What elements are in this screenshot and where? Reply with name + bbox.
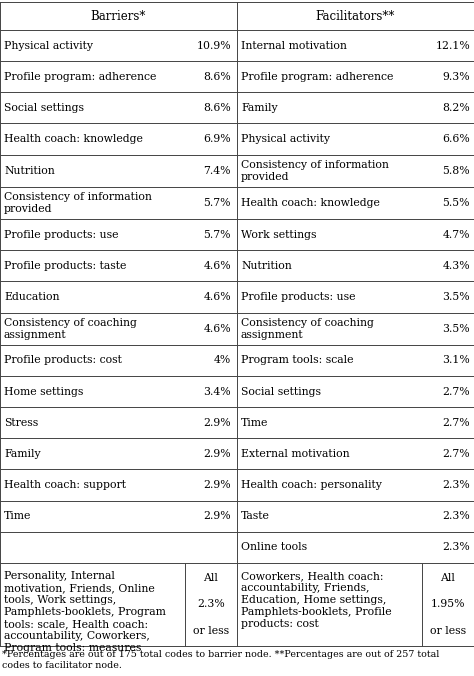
Text: Online tools: Online tools	[241, 542, 307, 552]
Text: 3.5%: 3.5%	[442, 324, 470, 334]
Text: Consistency of coaching
assignment: Consistency of coaching assignment	[241, 318, 374, 340]
Text: Consistency of information
provided: Consistency of information provided	[241, 160, 389, 182]
Text: 6.6%: 6.6%	[442, 134, 470, 144]
Text: Family: Family	[4, 449, 41, 459]
Text: Consistency of coaching
assignment: Consistency of coaching assignment	[4, 318, 137, 340]
Text: Stress: Stress	[4, 418, 38, 428]
Text: Home settings: Home settings	[4, 387, 83, 397]
Text: 2.3%: 2.3%	[442, 480, 470, 490]
Text: Health coach: knowledge: Health coach: knowledge	[4, 134, 143, 144]
Text: 2.9%: 2.9%	[203, 511, 231, 521]
Text: Social settings: Social settings	[4, 103, 84, 113]
Text: 2.3%: 2.3%	[442, 542, 470, 552]
Text: 4.3%: 4.3%	[442, 261, 470, 271]
Text: 3.4%: 3.4%	[203, 387, 231, 397]
Text: Time: Time	[4, 511, 31, 521]
Text: Consistency of information
provided: Consistency of information provided	[4, 192, 152, 214]
Text: 2.7%: 2.7%	[442, 387, 470, 397]
Text: External motivation: External motivation	[241, 449, 350, 459]
Text: 4.7%: 4.7%	[443, 230, 470, 240]
Text: Health coach: support: Health coach: support	[4, 480, 126, 490]
Text: Nutrition: Nutrition	[4, 166, 55, 176]
Text: 9.3%: 9.3%	[442, 72, 470, 82]
Text: 8.6%: 8.6%	[203, 103, 231, 113]
Text: Social settings: Social settings	[241, 387, 321, 397]
Text: 4.6%: 4.6%	[203, 261, 231, 271]
Text: Nutrition: Nutrition	[241, 261, 292, 271]
Text: Profile products: use: Profile products: use	[4, 230, 118, 240]
Text: 4.6%: 4.6%	[203, 324, 231, 334]
Text: Education: Education	[4, 292, 60, 302]
Text: Health coach: personality: Health coach: personality	[241, 480, 382, 490]
Text: 12.1%: 12.1%	[435, 41, 470, 51]
Text: Profile products: cost: Profile products: cost	[4, 356, 122, 366]
Text: 5.7%: 5.7%	[203, 230, 231, 240]
Text: Profile program: adherence: Profile program: adherence	[4, 72, 156, 82]
Text: 5.7%: 5.7%	[203, 198, 231, 208]
Text: Facilitators**: Facilitators**	[316, 9, 395, 22]
Text: Personality, Internal
motivation, Friends, Online
tools, Work settings,
Pamphlet: Personality, Internal motivation, Friend…	[4, 571, 166, 653]
Text: 2.7%: 2.7%	[442, 449, 470, 459]
Text: 6.9%: 6.9%	[203, 134, 231, 144]
Text: All

1.95%

or less: All 1.95% or less	[430, 573, 466, 636]
Text: 10.9%: 10.9%	[196, 41, 231, 51]
Text: 3.5%: 3.5%	[442, 292, 470, 302]
Text: 2.9%: 2.9%	[203, 480, 231, 490]
Text: *Percentages are out of 175 total codes to barrier node. **Percentages are out o: *Percentages are out of 175 total codes …	[2, 650, 439, 670]
Text: Work settings: Work settings	[241, 230, 317, 240]
Text: Profile products: taste: Profile products: taste	[4, 261, 127, 271]
Text: Physical activity: Physical activity	[4, 41, 93, 51]
Text: 5.8%: 5.8%	[442, 166, 470, 176]
Text: 2.7%: 2.7%	[442, 418, 470, 428]
Text: 3.1%: 3.1%	[442, 356, 470, 366]
Text: 5.5%: 5.5%	[443, 198, 470, 208]
Text: 8.6%: 8.6%	[203, 72, 231, 82]
Text: Time: Time	[241, 418, 268, 428]
Text: Program tools: scale: Program tools: scale	[241, 356, 354, 366]
Text: 4%: 4%	[214, 356, 231, 366]
Text: 2.9%: 2.9%	[203, 449, 231, 459]
Text: Health coach: knowledge: Health coach: knowledge	[241, 198, 380, 208]
Text: 7.4%: 7.4%	[203, 166, 231, 176]
Text: 2.9%: 2.9%	[203, 418, 231, 428]
Text: 2.3%: 2.3%	[442, 511, 470, 521]
Text: Profile products: use: Profile products: use	[241, 292, 356, 302]
Text: Coworkers, Health coach:
accountability, Friends,
Education, Home settings,
Pamp: Coworkers, Health coach: accountability,…	[241, 571, 392, 629]
Text: Physical activity: Physical activity	[241, 134, 330, 144]
Text: Profile program: adherence: Profile program: adherence	[241, 72, 393, 82]
Text: 4.6%: 4.6%	[203, 292, 231, 302]
Text: 8.2%: 8.2%	[442, 103, 470, 113]
Text: Family: Family	[241, 103, 278, 113]
Text: All

2.3%

or less: All 2.3% or less	[193, 573, 229, 636]
Text: Barriers*: Barriers*	[91, 9, 146, 22]
Text: Internal motivation: Internal motivation	[241, 41, 347, 51]
Text: Taste: Taste	[241, 511, 270, 521]
